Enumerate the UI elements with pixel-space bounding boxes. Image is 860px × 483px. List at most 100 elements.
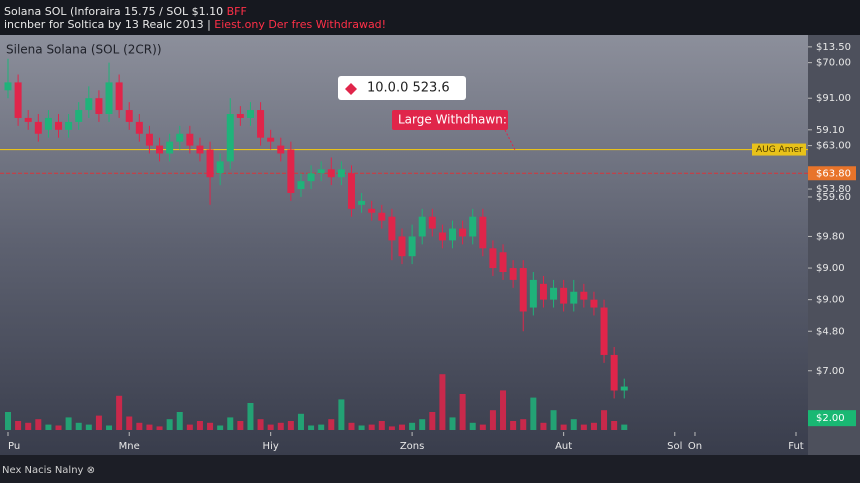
candle-body [166, 141, 174, 154]
volume-bar [156, 426, 163, 430]
candle-body [489, 248, 497, 269]
candle-body [186, 133, 194, 146]
volume-bar [540, 422, 547, 430]
title: Solana SOL (Inforaira 15.75 / SOL $1.10 … [4, 5, 247, 18]
volume-bar [439, 374, 446, 430]
volume-bar [186, 424, 193, 430]
y-tick-label: $9.80 [816, 231, 845, 242]
volume-bar [85, 424, 92, 430]
volume-bar [267, 424, 274, 430]
volume-bar [176, 412, 183, 430]
annotations: 10.0.0 523.6 Large Withdhawn: [338, 76, 516, 151]
volume-bar [601, 410, 608, 430]
volume-bar [449, 417, 456, 430]
candle-body [570, 291, 578, 304]
subtitle-highlight: Eiest.ony Der fres Withdrawad! [214, 18, 386, 31]
candle-body [226, 114, 234, 162]
volume-bar [297, 413, 304, 430]
volume-bar [409, 422, 416, 430]
x-tick-label: Sol [667, 441, 682, 452]
header-bar [0, 0, 860, 35]
volume-bar [550, 410, 557, 430]
volume-bar [106, 425, 113, 430]
event-box [392, 110, 508, 130]
candle-body [499, 252, 507, 272]
candle-body [125, 110, 133, 122]
volume-bar [570, 419, 577, 430]
volume-bar [530, 397, 537, 430]
volume-bar [126, 416, 133, 430]
volume-bar [65, 417, 72, 430]
volume-bar [611, 421, 618, 430]
candle-body [459, 228, 467, 237]
candle-body [580, 291, 588, 300]
candle-body [347, 173, 355, 209]
candle-body [55, 121, 63, 130]
level-tag: $63.80 [816, 168, 851, 179]
candle-body [236, 114, 244, 118]
candle-body [408, 236, 416, 257]
volume-bar [318, 424, 325, 430]
candle-body [34, 121, 42, 134]
volume-bar [469, 422, 476, 430]
candle-body [14, 82, 22, 118]
candle-body [95, 98, 103, 114]
title-highlight: BFF [227, 5, 247, 18]
volume-bar [590, 422, 597, 430]
volume-bar [328, 419, 335, 430]
candle-body [297, 181, 305, 190]
x-tick-label: Zons [400, 441, 425, 452]
x-tick-label: Fut [788, 441, 804, 452]
x-tick-label: Mne [119, 441, 140, 452]
volume-bar [358, 425, 365, 430]
volume-bar [136, 422, 143, 430]
volume-bar [95, 415, 102, 430]
y-tick-label: $7.00 [816, 366, 845, 377]
volume-bar [489, 410, 496, 430]
volume-bar [146, 424, 153, 430]
x-tick-label: Pu [8, 441, 20, 452]
volume-bar [277, 422, 284, 430]
volume-bar [510, 421, 517, 430]
candle-body [206, 149, 214, 178]
candle-body [115, 82, 123, 111]
candle-body [368, 208, 376, 213]
candle-body [4, 82, 12, 91]
candle-body [539, 283, 547, 300]
volume-bar [479, 424, 486, 430]
volume-bar [247, 403, 254, 430]
callout-box [338, 76, 466, 100]
candle-body [550, 287, 558, 300]
candle-body [449, 228, 457, 241]
volume-bar [459, 394, 466, 430]
volume-bar [580, 424, 587, 430]
candle-body [135, 121, 143, 134]
candle-body [196, 145, 204, 154]
level-label-box [752, 143, 806, 156]
candle-body [105, 82, 113, 114]
candle-body [428, 216, 436, 229]
volume-bar [500, 390, 507, 430]
candle-body [65, 121, 73, 130]
candle-body [529, 279, 537, 308]
y-tick-label: $9.00 [816, 295, 845, 306]
volume-bar [429, 412, 436, 430]
level-tag-box [808, 166, 856, 181]
candle-body [156, 145, 164, 154]
volume-bar [257, 419, 264, 430]
y-tick-label: $63.00 [816, 141, 851, 152]
candle-body [358, 200, 366, 205]
volume-bar [348, 422, 355, 430]
candle-body [327, 169, 335, 178]
price-tag: $2.00 [816, 413, 845, 424]
candle-body [438, 232, 446, 241]
y-tick-label: $13.50 [816, 42, 851, 53]
candle-body [24, 117, 32, 122]
candle-body [145, 133, 153, 146]
footer-text: Nex Nacis Nalny ⊗ [2, 465, 95, 476]
candle-body [216, 161, 224, 174]
candle-body [267, 137, 275, 142]
candle-body [85, 98, 93, 111]
y-tick-label: $9.00 [816, 263, 845, 274]
